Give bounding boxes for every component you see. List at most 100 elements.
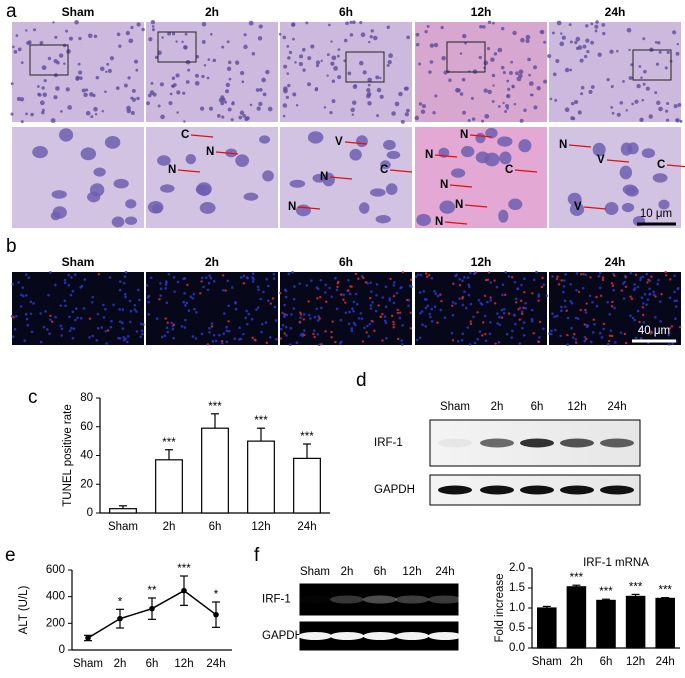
nucleus — [639, 278, 642, 282]
column-label: 2h — [205, 5, 219, 19]
nucleus — [634, 336, 638, 340]
nucleus — [591, 331, 595, 334]
nucleus — [572, 336, 575, 339]
nucleus — [602, 31, 606, 36]
nucleus — [221, 45, 225, 49]
tunel-dot — [307, 300, 310, 303]
row-label: GAPDH — [374, 484, 415, 496]
x-tick-label: 24h — [656, 656, 675, 668]
roi-box — [632, 49, 672, 81]
nucleus — [245, 322, 249, 326]
nucleus — [562, 279, 566, 282]
nucleus — [289, 179, 306, 188]
tunel-dot — [641, 313, 645, 317]
nucleus — [241, 80, 245, 84]
nucleus — [63, 62, 66, 65]
nucleus — [32, 302, 35, 305]
nucleus — [136, 96, 140, 101]
nucleus — [97, 327, 100, 330]
nucleus — [656, 100, 661, 106]
nucleus — [491, 100, 495, 103]
nucleus — [481, 119, 485, 123]
nucleus — [183, 277, 187, 280]
nucleus — [39, 312, 42, 315]
fluorescence-image — [415, 272, 547, 345]
nucleus — [113, 178, 129, 189]
nucleus — [398, 91, 403, 97]
nucleus — [228, 77, 232, 81]
nucleus — [328, 23, 331, 27]
nucleus — [224, 100, 228, 104]
nucleus — [109, 56, 115, 61]
nucleus — [619, 331, 623, 334]
tunel-dot — [242, 282, 246, 285]
nucleus — [385, 183, 398, 195]
nucleus — [313, 315, 317, 319]
nucleus — [272, 277, 276, 280]
nucleus — [20, 61, 24, 65]
nucleus — [530, 317, 534, 321]
nucleus — [285, 313, 289, 317]
y-tick-label: 2.0 — [509, 562, 525, 574]
nucleus — [492, 21, 495, 25]
nucleus — [640, 296, 644, 299]
nucleus — [616, 112, 621, 117]
nucleus — [609, 329, 612, 332]
nucleus — [354, 292, 358, 296]
tunel-dot — [519, 299, 523, 303]
nucleus — [404, 112, 409, 117]
panel-label: e — [5, 545, 16, 566]
nucleus — [631, 102, 634, 106]
x-tick-label: Sham — [73, 658, 103, 670]
nucleus — [554, 98, 558, 102]
tunel-dot — [623, 332, 627, 336]
nucleus — [218, 333, 221, 337]
y-tick-label: 0.5 — [509, 622, 525, 634]
nucleus — [576, 317, 580, 320]
tunel-dot — [347, 289, 350, 292]
significance: *** — [570, 572, 584, 584]
arrow — [215, 151, 239, 155]
tunel-dot — [405, 298, 409, 302]
x-tick-label: 24h — [206, 658, 225, 670]
nucleus — [116, 32, 121, 37]
nucleus — [212, 58, 217, 63]
nucleus — [421, 104, 426, 109]
nucleus — [370, 290, 373, 293]
tunel-dot — [540, 285, 544, 289]
nucleus — [564, 107, 570, 113]
nucleus — [316, 287, 320, 291]
nucleus — [52, 21, 55, 24]
tunel-dot — [634, 273, 638, 277]
nucleus — [395, 291, 399, 295]
nucleus — [295, 341, 299, 344]
nucleus — [284, 289, 288, 293]
nucleus — [208, 330, 211, 334]
nucleus — [48, 332, 51, 336]
nucleus — [251, 52, 256, 56]
nucleus — [621, 282, 625, 285]
tunel-dot — [265, 341, 268, 345]
nucleus — [334, 276, 337, 280]
tunel-dot — [523, 290, 526, 294]
nucleus — [621, 202, 635, 213]
tunel-dot — [583, 323, 586, 326]
nucleus — [54, 35, 58, 39]
nucleus — [307, 82, 312, 87]
nucleus — [619, 165, 633, 180]
nucleus — [93, 106, 98, 112]
band — [520, 438, 554, 448]
nucleus — [243, 44, 248, 50]
nucleus — [451, 168, 466, 178]
nucleus — [547, 53, 552, 59]
nucleus — [235, 60, 240, 65]
nucleus — [242, 332, 245, 336]
nucleus — [371, 300, 374, 304]
nucleus — [292, 297, 296, 301]
nucleus — [199, 201, 216, 214]
nucleus — [641, 148, 656, 159]
lane-label: Sham — [300, 566, 330, 578]
nucleus — [176, 111, 179, 114]
nucleus — [195, 55, 200, 59]
tunel-dot — [493, 302, 497, 305]
